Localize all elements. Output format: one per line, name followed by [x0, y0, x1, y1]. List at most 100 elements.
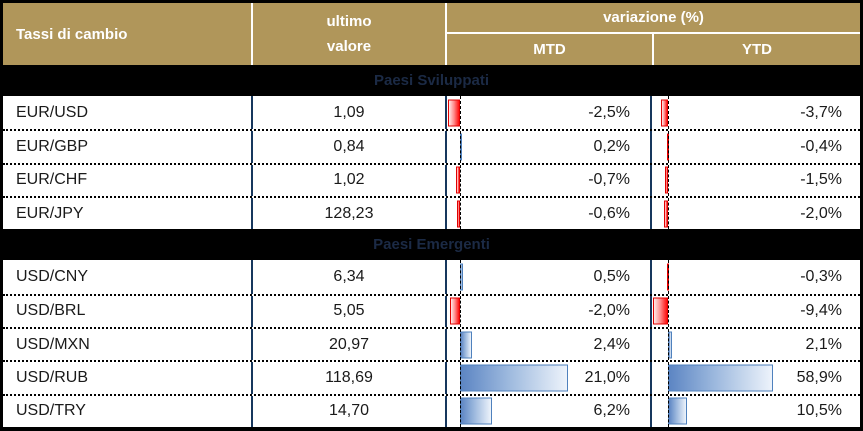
currency-pair-cell: USD/MXN: [3, 328, 253, 361]
mtd-value: -2,0%: [588, 302, 630, 320]
mtd-cell: 2,4%: [447, 328, 652, 361]
ytd-data-bar: [664, 200, 668, 228]
mtd-value: 0,5%: [593, 267, 630, 285]
section-label: Paesi Sviluppati: [373, 72, 490, 89]
bar-baseline: [668, 260, 669, 294]
section-label: Paesi Emergenti: [373, 236, 490, 254]
ytd-cell: -3,7%: [652, 96, 860, 130]
bar-baseline: [668, 362, 669, 394]
mtd-cell: 0,5%: [447, 260, 652, 294]
mtd-data-bar: [460, 331, 472, 359]
section-rows: EUR/USD 1,09 -2,5% -3,7% EUR/GBP 0,84 0,…: [3, 96, 860, 230]
currency-pair-cell: USD/CNY: [3, 260, 253, 294]
bar-baseline: [460, 362, 461, 394]
section-header-bar: Paesi Sviluppati: [3, 65, 860, 96]
table-row: EUR/CHF 1,02 -0,7% -1,5%: [3, 162, 860, 196]
mtd-data-bar: [450, 297, 460, 325]
ytd-data-bar: [661, 99, 668, 127]
currency-pair-cell: EUR/GBP: [3, 131, 253, 163]
mtd-value: 21,0%: [584, 368, 630, 386]
bar-baseline: [460, 96, 461, 130]
table-row: USD/RUB 118,69 21,0% 58,9%: [3, 360, 860, 394]
table-row: EUR/JPY 128,23 -0,6% -2,0%: [3, 195, 860, 230]
last-value-cell: 0,84: [253, 131, 447, 163]
bar-baseline: [460, 395, 461, 427]
ytd-value: 2,1%: [805, 335, 842, 353]
column-header-variation-group: variazione (%) MTD YTD: [447, 3, 860, 65]
ytd-cell: -0,3%: [652, 260, 860, 294]
bar-baseline: [460, 197, 461, 230]
mtd-value: -0,6%: [588, 204, 630, 222]
mtd-data-bar: [456, 166, 460, 194]
ytd-cell: -9,4%: [652, 295, 860, 327]
variation-subheaders: MTD YTD: [447, 34, 860, 65]
mtd-cell: 0,2%: [447, 131, 652, 163]
ytd-value: -9,4%: [800, 302, 842, 320]
mtd-value: 2,4%: [593, 335, 630, 353]
column-header-mtd: MTD: [533, 41, 566, 58]
last-value-cell: 20,97: [253, 328, 447, 361]
table-row: EUR/GBP 0,84 0,2% -0,4%: [3, 129, 860, 163]
mtd-data-bar: [460, 397, 492, 425]
bar-baseline: [460, 260, 461, 294]
ytd-data-bar: [665, 166, 668, 194]
section-rows: USD/CNY 6,34 0,5% -0,3% USD/BRL 5,05 -2,…: [3, 260, 860, 427]
mtd-value: -2,5%: [588, 103, 630, 121]
mtd-data-bar: [460, 364, 568, 392]
mtd-cell: -0,7%: [447, 164, 652, 196]
currency-pair-cell: EUR/CHF: [3, 164, 253, 196]
mtd-value: -0,7%: [588, 171, 630, 189]
ytd-data-bar: [668, 397, 687, 425]
column-header-last-value: ultimo valore: [253, 3, 447, 65]
ytd-value: -2,0%: [800, 204, 842, 222]
mtd-cell: -2,5%: [447, 96, 652, 130]
last-value-cell: 128,23: [253, 197, 447, 230]
mtd-cell: 6,2%: [447, 395, 652, 427]
ytd-cell: 58,9%: [652, 362, 860, 394]
table-section: Paesi Sviluppati EUR/USD 1,09 -2,5% -3,7…: [3, 65, 860, 230]
table-title: Tassi di cambio: [3, 3, 253, 65]
bar-baseline: [668, 395, 669, 427]
bar-baseline: [668, 328, 669, 361]
last-value-header-line2: valore: [326, 38, 372, 55]
table-row: USD/BRL 5,05 -2,0% -9,4%: [3, 293, 860, 327]
table-section: Paesi Emergenti USD/CNY 6,34 0,5% -0,3% …: [3, 229, 860, 427]
ytd-data-bar: [653, 297, 668, 325]
mtd-data-bar: [448, 99, 460, 127]
ytd-value: 58,9%: [796, 368, 842, 386]
bar-baseline: [668, 131, 669, 163]
bar-baseline: [460, 131, 461, 163]
column-header-variation: variazione (%): [447, 3, 860, 34]
last-value-cell: 14,70: [253, 395, 447, 427]
last-value-cell: 1,09: [253, 96, 447, 130]
ytd-value: -1,5%: [800, 171, 842, 189]
ytd-cell: -0,4%: [652, 131, 860, 163]
ytd-cell: 2,1%: [652, 328, 860, 361]
currency-pair-cell: USD/TRY: [3, 395, 253, 427]
currency-pair-cell: EUR/JPY: [3, 197, 253, 230]
mtd-data-bar: [457, 200, 460, 228]
ytd-cell: 10,5%: [652, 395, 860, 427]
section-header-bar: Paesi Emergenti: [3, 229, 860, 261]
ytd-cell: -2,0%: [652, 197, 860, 230]
ytd-data-bar: [668, 364, 773, 392]
ytd-value: 10,5%: [796, 402, 842, 420]
ytd-value: -3,7%: [800, 103, 842, 121]
ytd-value: -0,3%: [800, 267, 842, 285]
mtd-cell: -2,0%: [447, 295, 652, 327]
last-value-cell: 118,69: [253, 362, 447, 394]
mtd-value: 6,2%: [593, 402, 630, 420]
currency-pair-cell: USD/RUB: [3, 362, 253, 394]
mtd-cell: 21,0%: [447, 362, 652, 394]
bar-baseline: [668, 197, 669, 230]
mtd-value: 0,2%: [593, 137, 630, 155]
ytd-cell: -1,5%: [652, 164, 860, 196]
table-row: USD/MXN 20,97 2,4% 2,1%: [3, 326, 860, 361]
last-value-cell: 1,02: [253, 164, 447, 196]
mtd-cell: -0,6%: [447, 197, 652, 230]
column-header-ytd: YTD: [652, 34, 860, 65]
bar-baseline: [668, 295, 669, 327]
table-row: USD/CNY 6,34 0,5% -0,3%: [3, 260, 860, 294]
bar-baseline: [668, 164, 669, 196]
